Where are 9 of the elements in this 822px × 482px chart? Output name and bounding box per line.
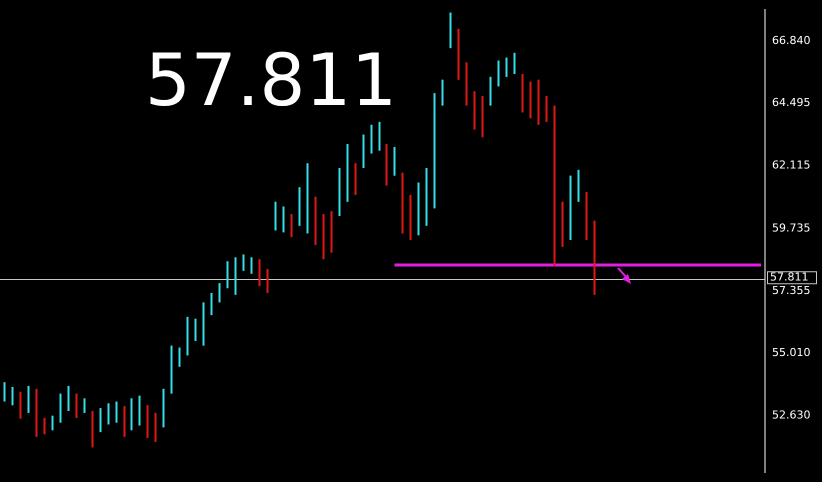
y-tick-label: 66.840 [772, 34, 810, 48]
annotation: 57.811 [145, 38, 397, 122]
y-tick-label: 55.010 [772, 346, 810, 359]
y-tick-label: 62.115 [772, 158, 810, 172]
y-tick-label: 59.735 [772, 221, 810, 234]
y-tick-label: 57.355 [772, 284, 810, 298]
y-tick-label: 64.495 [772, 96, 810, 109]
ref-line-label: 57.811 [770, 270, 808, 284]
y-tick-label: 52.630 [772, 408, 810, 422]
